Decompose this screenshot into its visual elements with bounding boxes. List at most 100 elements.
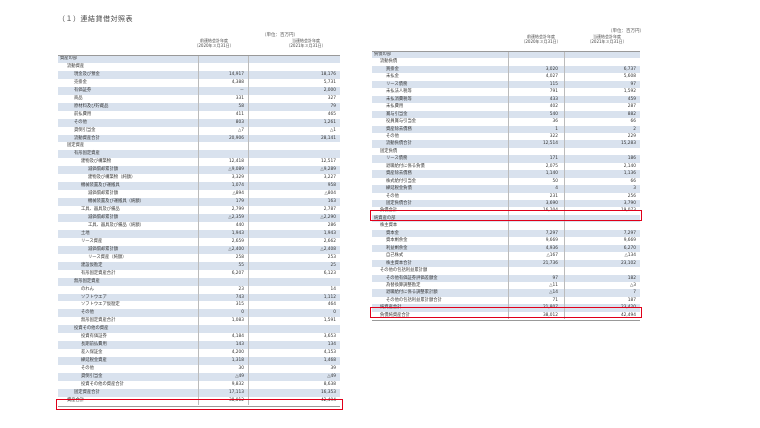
row-value-prev: △894	[232, 191, 244, 197]
column-divider	[248, 55, 249, 405]
table-row: 株式給付引当金 50 66	[372, 178, 640, 185]
table-row: リース資産 2,659 2,662	[58, 238, 340, 246]
table-row: 繰延税金負債 4 3	[372, 185, 640, 193]
row-value-prev: 9,669	[545, 238, 558, 244]
row-label: ソフトウエア	[81, 294, 107, 300]
row-label: その他	[386, 133, 399, 139]
row-value-curr: 7,297	[623, 230, 636, 236]
row-value-curr: △2,408	[320, 246, 336, 252]
table-row: 未払消費税等 433 459	[372, 95, 640, 104]
row-label: 株式給付引当金	[386, 178, 417, 184]
row-value-prev: △2,359	[228, 215, 244, 220]
row-value-prev: 171	[549, 156, 558, 162]
row-label: その他	[74, 119, 87, 125]
row-label: 資産の部	[60, 56, 78, 61]
row-value-prev: 71	[552, 297, 558, 303]
row-value-prev: 58	[238, 103, 244, 109]
row-value-curr: △1	[329, 127, 336, 133]
row-value-curr: △134	[624, 253, 636, 259]
assets-table: 資産の部 流動資産 現金及び預金 14,917 18,176 売掛金 4,388 5,731 有…	[58, 55, 340, 415]
table-row: ソフトウエア 743 1,112	[58, 293, 340, 302]
row-value-curr: 465	[327, 111, 336, 117]
row-value-prev: △14	[549, 290, 558, 296]
row-label: 流動資産合計	[74, 135, 100, 141]
row-value-curr: 1,591	[323, 318, 336, 324]
row-value-curr: 18,176	[320, 71, 336, 77]
table-row: 無形固定資産合計 1,083 1,591	[58, 317, 340, 325]
row-label: 資産除去債務	[386, 171, 412, 177]
row-value-prev: 3,020	[545, 66, 558, 72]
row-label: 土地	[81, 230, 90, 236]
table-row: 長期前払費用 143 134	[58, 341, 340, 350]
table-row: リース債務 115 97	[372, 80, 640, 89]
table-row: 役員賞与引当金 36 66	[372, 118, 640, 125]
row-value-curr: 4,153	[323, 350, 336, 356]
row-value-curr: 6,737	[623, 66, 636, 72]
row-label: 有形固定資産合計	[81, 270, 116, 276]
row-value-curr: 134	[327, 342, 336, 348]
row-value-curr: 2,000	[323, 87, 336, 93]
row-value-curr: 23,102	[620, 260, 636, 266]
row-value-prev: 1,074	[231, 183, 244, 189]
row-label: 資本剰余金	[386, 238, 408, 244]
row-value-curr: 16,353	[320, 389, 336, 395]
row-label: 機械装置及び運搬具	[81, 183, 120, 189]
row-value-curr: 42,494	[320, 397, 336, 403]
row-value-prev: 4,936	[545, 245, 558, 251]
row-value-curr: 39	[330, 366, 336, 372]
right-unit-label: （単位：百万円）	[608, 29, 644, 34]
table-row: 固定資産合計 17,113 16,353	[58, 388, 340, 397]
table-row: 貸倒引当金 △7 △1	[58, 127, 340, 135]
row-value-curr: 1,112	[323, 294, 336, 300]
row-label: 減価償却累計額	[88, 167, 119, 173]
row-value-prev: 30	[238, 366, 244, 372]
row-value-curr: 8,638	[323, 381, 336, 387]
row-label: 繰延税金資産	[81, 358, 107, 364]
row-value-prev: 258	[235, 254, 244, 260]
row-value-prev: 4,184	[231, 334, 244, 340]
row-value-prev: 12,418	[228, 159, 244, 165]
row-value-curr: △2,290	[320, 215, 336, 220]
row-label: 為替換算調整勘定	[386, 282, 421, 288]
row-value-prev: 322	[549, 133, 558, 139]
row-label: 有価証券	[74, 87, 92, 93]
row-value-curr: 286	[327, 222, 336, 228]
table-row: 退職給付に係る調整累計額 △14 7	[372, 289, 640, 297]
row-label: 固定負債合計	[386, 201, 412, 206]
row-label: 現金及び預金	[74, 71, 100, 77]
row-value-prev: △7	[237, 127, 244, 133]
row-label: ソフトウエア仮勘定	[81, 302, 120, 308]
row-value-curr: 66	[630, 178, 636, 184]
row-value-prev: △9,089	[228, 167, 244, 173]
row-value-prev: 791	[549, 89, 558, 95]
row-value-curr: 6,270	[623, 245, 636, 251]
row-label: その他	[81, 310, 94, 316]
row-value-curr: 9,669	[623, 238, 636, 244]
row-label: 未払費用	[386, 104, 404, 110]
row-value-curr: 28,141	[320, 135, 336, 141]
table-row: 資産合計 38,012 42,494	[58, 397, 340, 405]
row-label: その他の包括利益累計額合計	[386, 297, 442, 303]
row-value-prev: 38,012	[542, 312, 558, 318]
table-border	[58, 55, 340, 407]
table-row: 買掛金 3,020 6,737	[372, 65, 640, 74]
row-label: 未払金	[386, 74, 399, 80]
row-value-curr: 66	[630, 119, 636, 125]
table-row: 減価償却累計額 △894 △804	[58, 190, 340, 198]
row-value-curr: 187	[627, 297, 636, 303]
right-col-prev-header: 前連結会計年度 （2020年３月31日）	[521, 34, 561, 44]
row-value-curr: 253	[327, 254, 336, 260]
row-value-curr: 882	[627, 111, 636, 117]
row-label: その他有価証券評価差額金	[386, 275, 438, 281]
row-label: 役員賞与引当金	[386, 119, 417, 125]
row-value-curr: 12,517	[320, 159, 336, 165]
row-value-prev: 115	[549, 81, 558, 87]
left-col-curr-header: 当連結会計年度 （2021年３月31日）	[286, 38, 326, 48]
row-value-curr: 3,653	[323, 334, 336, 340]
row-value-prev: 2,659	[231, 238, 244, 244]
total-assets-highlight	[56, 399, 343, 410]
row-label: 流動負債	[380, 59, 398, 65]
row-label: 退職給付に係る負債	[386, 163, 425, 169]
row-value-prev: △167	[546, 253, 558, 259]
table-row: 資産の部	[58, 55, 340, 63]
